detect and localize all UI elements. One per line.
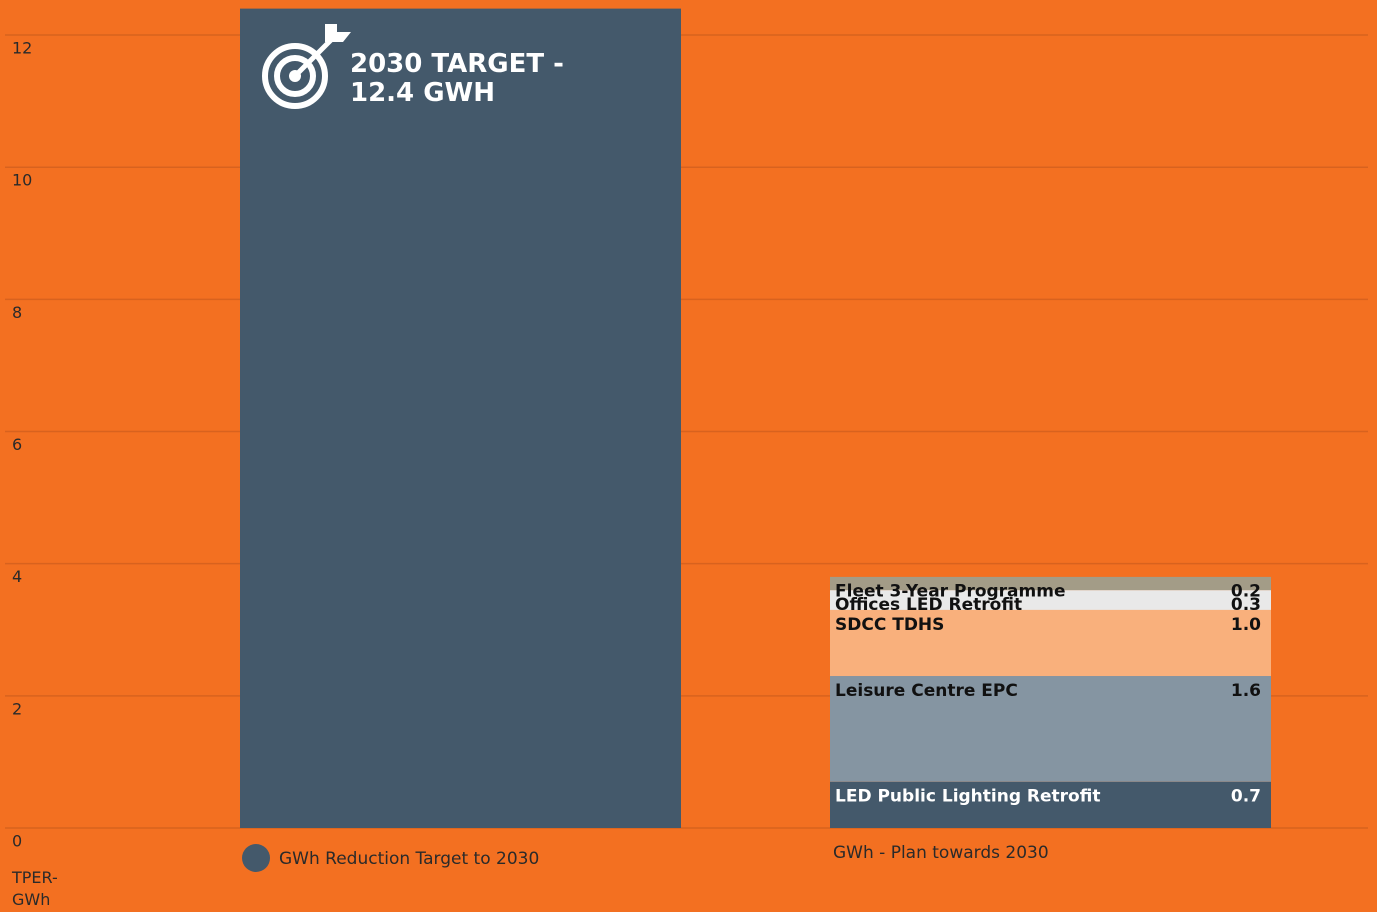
y-tick-label: 8 — [12, 303, 22, 322]
bar-segment — [830, 781, 1271, 828]
x-tick-label: GWh - Plan towards 2030 — [833, 843, 1049, 863]
icon-ring — [274, 55, 316, 97]
bar-segment — [830, 676, 1271, 782]
y-tick-label: 12 — [12, 39, 32, 58]
icon-arrow-head — [325, 24, 351, 42]
segment-value-label: 0.7 — [1231, 787, 1261, 807]
segment-value-label: 0.3 — [1231, 595, 1261, 615]
target-bar — [240, 8, 681, 829]
annotation: 2030 TARGET - 12.4 GWH — [350, 49, 564, 108]
legend-marker — [242, 844, 270, 872]
y-tick-label: 0 — [12, 832, 22, 851]
x-tick-label: GWh Reduction Target to 2030 — [279, 849, 539, 869]
y-tick-label: 10 — [12, 171, 32, 190]
segment-label: Fleet 3-Year Programme — [835, 582, 1066, 602]
target-icon — [262, 24, 351, 109]
segment-label: Offices LED Retrofit — [835, 595, 1022, 615]
segment-label: SDCC TDHS — [835, 615, 944, 635]
icon-arrow — [293, 36, 335, 78]
bar-segment — [830, 609, 1271, 677]
y-tick-label: 6 — [12, 435, 22, 454]
segment-value-label: 1.0 — [1231, 615, 1261, 635]
icon-ring — [262, 43, 328, 109]
bar-segment — [830, 576, 1271, 591]
segment-value-label: 1.6 — [1231, 681, 1261, 701]
y-tick-label: 2 — [12, 699, 22, 718]
segment-value-label: 0.2 — [1231, 582, 1261, 602]
bars: LED Public Lighting Retrofit 0.7 Leisure C… — [240, 8, 1271, 829]
y-axis-label: TPER-GWh — [12, 868, 58, 909]
bar-segment — [830, 590, 1271, 610]
y-tick-label: 4 — [12, 567, 22, 586]
segment-label: LED Public Lighting Retrofit — [835, 787, 1100, 807]
segment-label: Leisure Centre EPC — [835, 681, 1018, 701]
